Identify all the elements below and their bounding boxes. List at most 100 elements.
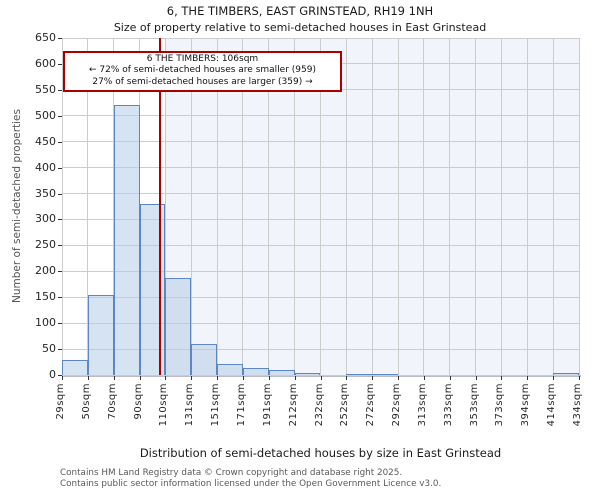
y-tick-mark: [58, 219, 62, 221]
x-tick-mark: [553, 376, 555, 380]
vertical-gridline: [423, 38, 425, 375]
x-tick-mark: [501, 376, 503, 380]
x-tick-label: 272sqm: [365, 383, 377, 427]
histogram-bar: [268, 369, 295, 375]
x-tick-mark: [217, 376, 219, 380]
vertical-gridline: [552, 38, 554, 375]
x-tick-mark: [87, 376, 89, 380]
y-tick-label: 500: [35, 108, 56, 122]
chart-title: 6, THE TIMBERS, EAST GRINSTEAD, RH19 1NH: [166, 4, 434, 18]
y-tick-label: 50: [42, 342, 56, 356]
chart-subtitle: Size of property relative to semi-detach…: [113, 21, 487, 34]
y-tick-mark: [58, 63, 62, 65]
histogram-bar: [372, 373, 399, 375]
x-tick-label: 394sqm: [520, 383, 532, 427]
x-tick-label: 313sqm: [416, 383, 428, 427]
x-tick-mark: [372, 376, 374, 380]
y-tick-label: 300: [35, 212, 56, 226]
y-tick-label: 100: [35, 316, 56, 330]
vertical-gridline: [320, 38, 321, 375]
x-tick-mark: [475, 376, 477, 380]
x-tick-label: 212sqm: [287, 383, 299, 427]
histogram-bar: [191, 343, 218, 375]
x-tick-mark: [191, 376, 193, 380]
annotation-larger-stat: 27% of semi-detached houses are larger (…: [92, 76, 313, 87]
x-tick-label: 151sqm: [210, 383, 222, 427]
x-tick-label: 110sqm: [158, 383, 170, 427]
property-size-marker-line: [159, 38, 162, 375]
vertical-gridline: [61, 38, 63, 375]
vertical-gridline: [371, 38, 373, 375]
vertical-gridline: [397, 38, 399, 375]
x-tick-mark: [346, 376, 348, 380]
y-tick-mark: [58, 38, 62, 39]
histogram-bar: [346, 373, 373, 375]
vertical-gridline: [164, 38, 166, 375]
x-tick-label: 191sqm: [261, 383, 273, 427]
x-tick-mark: [398, 376, 400, 380]
vertical-gridline: [268, 38, 270, 375]
attribution-line-1: Contains HM Land Registry data © Crown c…: [60, 468, 403, 478]
x-tick-mark: [62, 376, 63, 380]
x-tick-mark: [139, 376, 141, 380]
histogram-bar: [62, 360, 88, 375]
x-tick-label: 232sqm: [313, 383, 325, 427]
attribution-line-2: Contains public sector information licen…: [60, 479, 442, 489]
x-tick-label: 353sqm: [468, 383, 480, 427]
plot-area: 6 THE TIMBERS: 106sqm ← 72% of semi-deta…: [61, 37, 581, 377]
vertical-gridline: [216, 38, 218, 375]
histogram-bar: [242, 367, 269, 375]
histogram-bar: [217, 364, 243, 375]
x-tick-label: 131sqm: [184, 383, 196, 427]
x-axis-spine: [62, 375, 581, 377]
y-tick-mark: [58, 167, 62, 169]
y-tick-label: 350: [35, 186, 56, 200]
y-tick-mark: [58, 89, 62, 91]
y-tick-mark: [58, 141, 62, 143]
x-tick-label: 252sqm: [339, 383, 351, 427]
x-tick-mark: [527, 376, 529, 380]
histogram-bar: [87, 294, 114, 375]
x-axis-title: Distribution of semi-detached houses by …: [139, 446, 502, 460]
y-tick-mark: [58, 245, 62, 247]
y-tick-label: 200: [35, 264, 56, 278]
annotation-box: 6 THE TIMBERS: 106sqm ← 72% of semi-deta…: [63, 51, 342, 93]
x-tick-mark: [423, 376, 425, 380]
x-tick-mark: [165, 376, 167, 380]
x-tick-label: 373sqm: [494, 383, 506, 427]
x-tick-mark: [242, 376, 244, 380]
y-tick-mark: [58, 115, 62, 117]
x-tick-label: 90sqm: [132, 383, 144, 420]
vertical-gridline: [345, 38, 347, 375]
x-tick-mark: [294, 376, 296, 380]
y-tick-label: 600: [35, 56, 56, 70]
x-tick-mark: [579, 376, 580, 380]
annotation-smaller-stat: ← 72% of semi-detached houses are smalle…: [89, 65, 316, 76]
vertical-gridline: [500, 38, 502, 375]
y-tick-label: 150: [35, 290, 56, 304]
y-tick-mark: [58, 297, 62, 299]
x-tick-mark: [113, 376, 115, 380]
histogram-bar: [139, 203, 166, 375]
vertical-gridline: [578, 38, 580, 375]
vertical-gridline: [294, 38, 296, 375]
x-tick-label: 333sqm: [442, 383, 454, 427]
horizontal-gridline: [62, 374, 579, 376]
y-tick-mark: [58, 323, 62, 325]
vertical-gridline: [526, 38, 528, 375]
y-tick-label: 0: [49, 368, 56, 381]
x-tick-label: 50sqm: [80, 383, 92, 420]
x-tick-label: 414sqm: [546, 383, 558, 427]
x-tick-label: 171sqm: [235, 383, 247, 427]
vertical-gridline: [190, 38, 192, 375]
y-tick-label: 650: [35, 31, 56, 44]
vertical-gridline: [87, 38, 89, 375]
vertical-gridline: [242, 38, 244, 375]
x-tick-mark: [268, 376, 270, 380]
x-tick-label: 292sqm: [391, 383, 403, 427]
y-tick-mark: [58, 349, 62, 351]
x-tick-mark: [449, 376, 451, 380]
y-tick-label: 250: [35, 238, 56, 252]
x-tick-label: 70sqm: [106, 383, 118, 420]
